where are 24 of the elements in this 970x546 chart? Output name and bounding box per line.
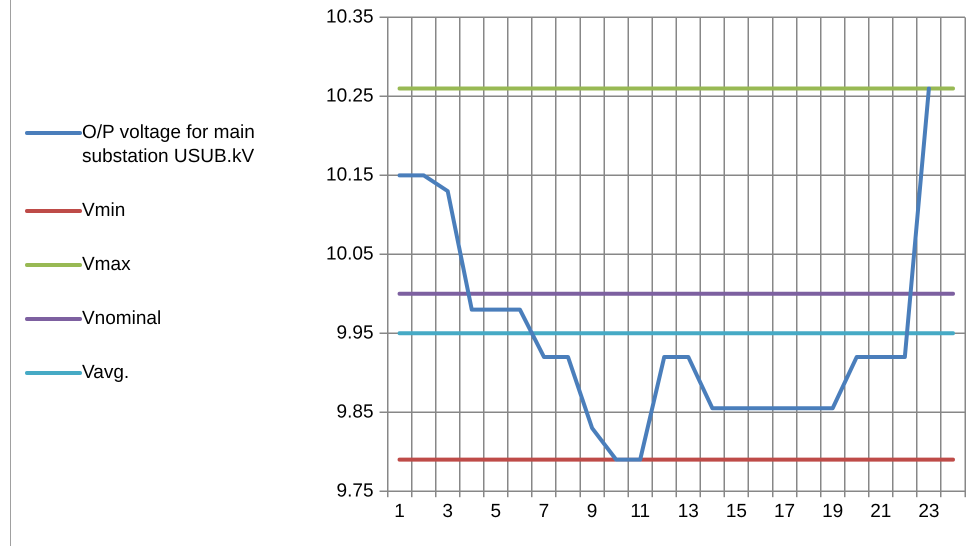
x-tick-label: 21: [870, 500, 892, 522]
x-tick-label: 19: [822, 500, 844, 522]
y-tick-label: 9.95: [336, 322, 374, 344]
legend-label: Vavg.: [82, 361, 130, 385]
legend-label: Vmax: [82, 253, 132, 277]
x-tick-label: 9: [586, 500, 598, 522]
x-tick-label: 7: [538, 500, 550, 522]
legend-label: Vnominal: [82, 307, 162, 331]
y-tick-label: 9.85: [336, 401, 374, 422]
x-tick-label: 11: [630, 500, 650, 522]
x-tick-label: 3: [442, 500, 453, 522]
y-tick-label: 10.35: [326, 6, 374, 28]
legend-label: Vmin: [82, 199, 126, 223]
y-tick-label: 10.15: [326, 164, 374, 186]
legend-label: O/P voltage for main substation USUB.kV: [82, 121, 256, 169]
x-tick-label: 5: [490, 500, 502, 522]
x-tick-label: 17: [774, 500, 796, 522]
x-tick-label: 1: [394, 500, 405, 522]
y-tick-label: 9.75: [336, 480, 374, 502]
x-tick-label: 23: [918, 500, 940, 522]
x-tick-label: 13: [678, 500, 699, 522]
y-tick-label: 10.25: [326, 86, 374, 107]
y-tick-label: 10.05: [326, 244, 374, 265]
x-tick-label: 15: [726, 500, 747, 522]
